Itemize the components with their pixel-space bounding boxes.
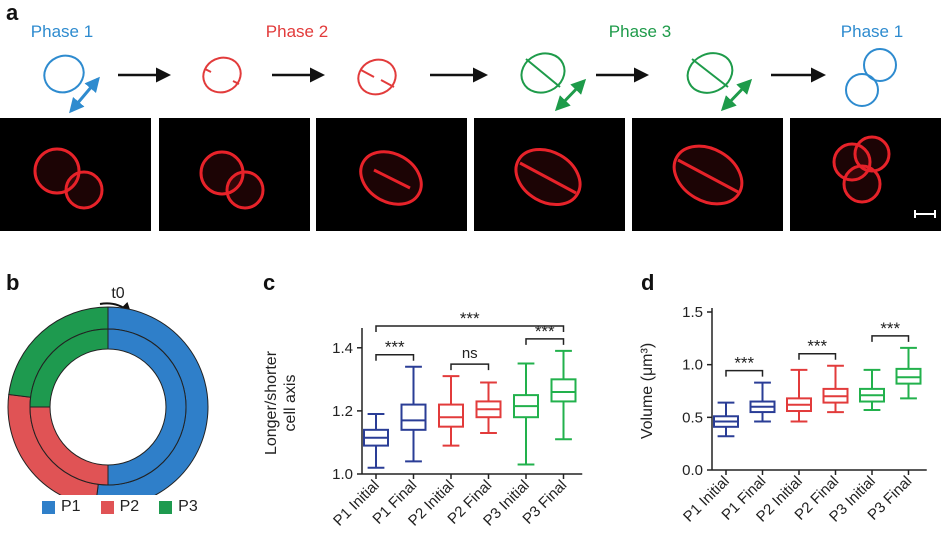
phase-label-4: Phase 1 [840, 22, 904, 41]
schematic-cell-phase2a [202, 56, 242, 94]
y-tick-label: 1.2 [332, 403, 353, 420]
phase-label-2: Phase 2 [265, 22, 329, 41]
y-tick-label: 0.5 [682, 409, 703, 426]
significance-bracket [725, 369, 764, 377]
box-p2-final [822, 364, 849, 414]
significance-label: *** [535, 322, 555, 341]
box-p2-initial [786, 368, 812, 423]
box-p1-final [749, 381, 776, 423]
schematic-cell-phase3b [686, 52, 753, 112]
legend-label-p3: P3 [178, 498, 198, 515]
donut-chart: t0 [7, 285, 209, 495]
schematic-cell-phase1 [43, 54, 100, 114]
micrograph-2 [159, 118, 310, 231]
box-p1-initial [713, 401, 739, 438]
phase-schematic-row [43, 48, 897, 114]
significance-bracket [375, 325, 565, 332]
significance-bracket [798, 352, 837, 360]
box-p1-final [400, 365, 427, 463]
significance-label: *** [880, 319, 900, 338]
significance-bracket [525, 338, 565, 345]
y-axis-label: Longer/shorter cell axis [263, 350, 299, 455]
box-p3-final [550, 349, 577, 441]
micrograph-1 [0, 118, 151, 231]
significance-label: ns [462, 345, 478, 362]
box-p1-initial [363, 413, 389, 469]
y-axis-label: Volume (μm³) [639, 343, 656, 439]
significance-label: *** [385, 338, 405, 357]
micrograph-6 [790, 118, 941, 231]
y-tick-label: 1.5 [682, 304, 703, 321]
panel-d-letter: d [641, 270, 655, 295]
donut-inner-slice-p1 [107, 328, 187, 486]
t0-label: t0 [111, 285, 124, 302]
significance-label: *** [807, 337, 827, 356]
micrograph-3 [316, 118, 467, 231]
y-tick-label: 1.0 [682, 357, 703, 374]
box-p2-initial [438, 375, 464, 447]
micrograph-5 [632, 118, 783, 231]
donut-inner-slice-p3 [29, 328, 109, 408]
legend-label-p1: P1 [61, 498, 81, 515]
box-p2-final [475, 381, 502, 434]
significance-bracket [375, 353, 415, 361]
legend-swatch-p2 [100, 500, 114, 514]
panel-a-letter: a [6, 0, 19, 25]
phase-label-1: Phase 1 [30, 22, 94, 41]
box-p3-initial [859, 368, 885, 411]
schematic-cell-phase3a [520, 52, 587, 112]
panel-b-letter: b [6, 270, 20, 295]
panel-c-letter: c [263, 270, 276, 295]
significance-bracket [450, 363, 490, 371]
phase-label-3: Phase 3 [608, 22, 672, 41]
significance-bracket [871, 335, 910, 342]
y-tick-label: 0.0 [682, 462, 703, 479]
legend-label-p2: P2 [119, 498, 140, 515]
donut-legend: P1 P2 P3 [42, 498, 198, 516]
legend-swatch-p3 [159, 500, 173, 514]
box-p3-final [895, 346, 922, 400]
schematic-cell-phase2b [357, 58, 397, 96]
box-p3-initial [513, 362, 539, 466]
schematic-cell-phase1-divided [845, 48, 897, 107]
y-tick-label: 1.4 [332, 340, 353, 357]
significance-label: *** [734, 354, 754, 373]
significance-label: *** [460, 309, 480, 328]
y-tick-label: 1.0 [332, 466, 353, 483]
micrograph-4 [474, 118, 625, 231]
legend-swatch-p1 [42, 500, 55, 514]
